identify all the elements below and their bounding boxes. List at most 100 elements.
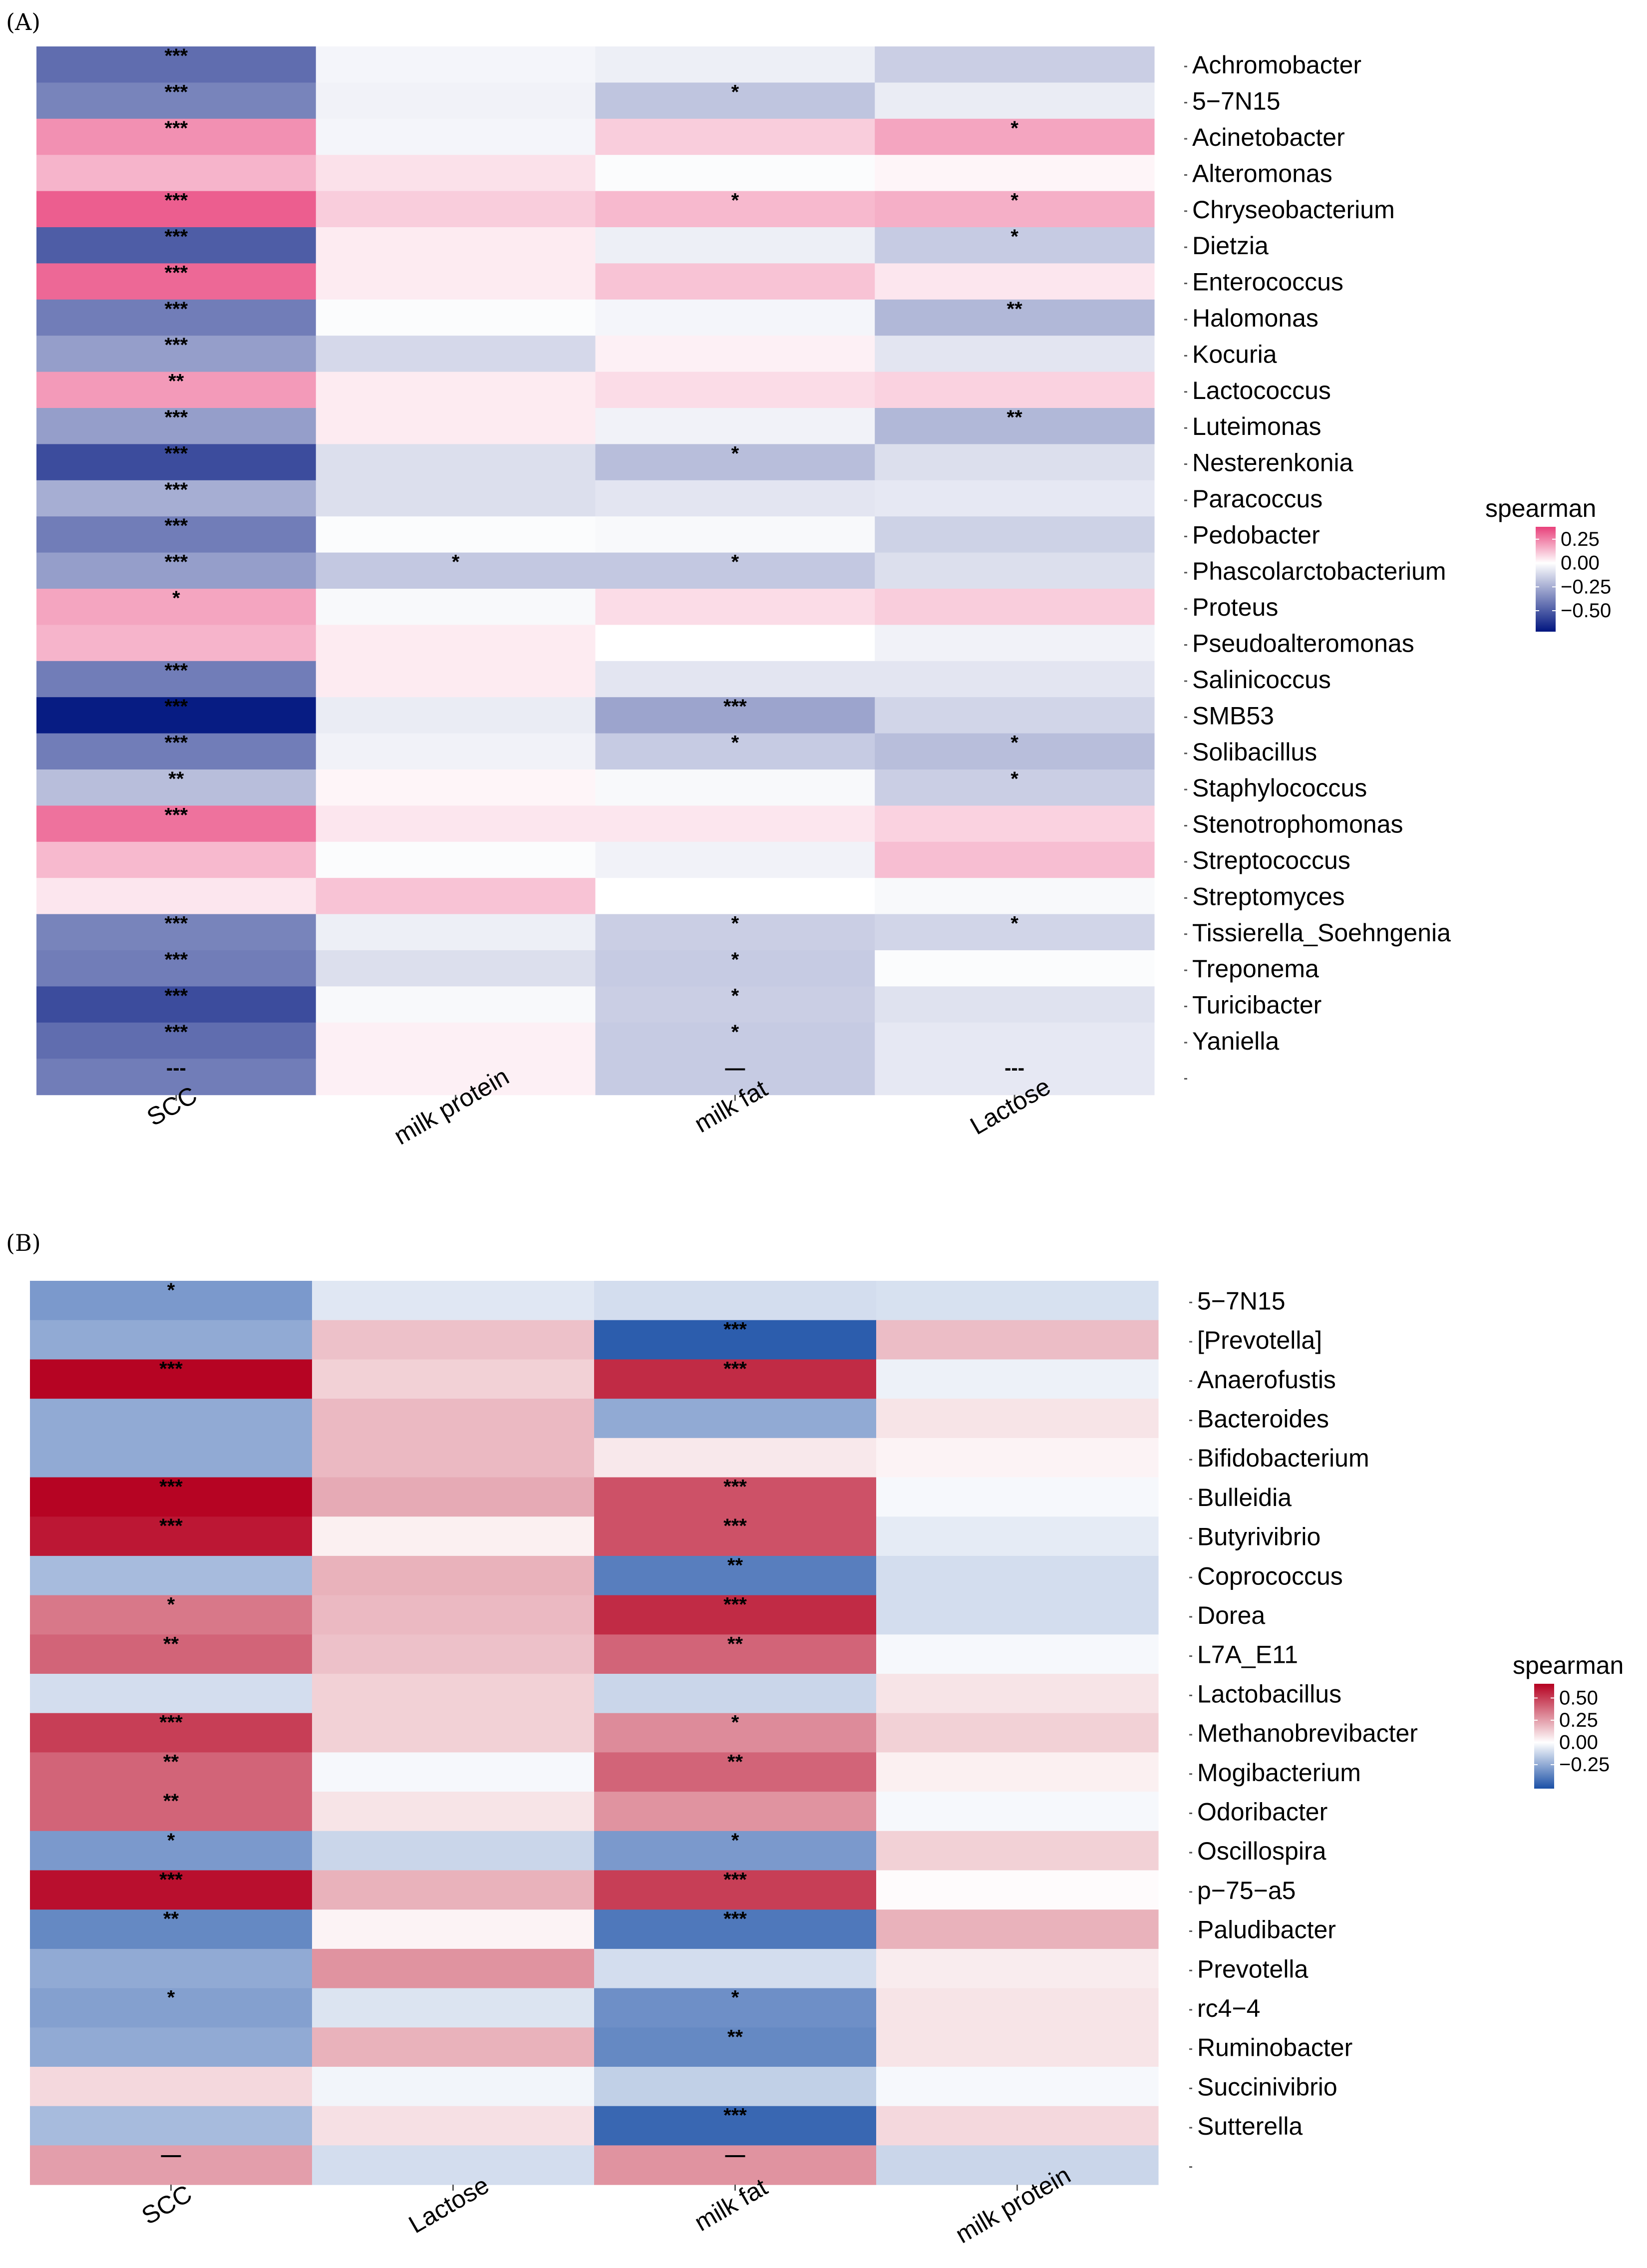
heatmap-cell bbox=[36, 444, 317, 481]
significance-mark: * bbox=[1010, 117, 1018, 139]
legend-title: spearman bbox=[1513, 1651, 1624, 1679]
row-label: Phascolarctobacterium bbox=[1192, 557, 1446, 585]
heatmap-cell bbox=[875, 878, 1155, 915]
heatmap-cell bbox=[36, 878, 317, 915]
heatmap-cell bbox=[312, 1281, 595, 1321]
heatmap-cell bbox=[595, 625, 875, 662]
heatmap-cell bbox=[875, 516, 1155, 553]
significance-mark: * bbox=[452, 551, 460, 573]
row-label: Solibacillus bbox=[1192, 738, 1317, 766]
heatmap-cell bbox=[594, 1438, 877, 1478]
heatmap-cell bbox=[36, 227, 317, 264]
significance-mark: *** bbox=[165, 515, 188, 537]
heatmap-cell bbox=[875, 155, 1155, 192]
heatmap-cell bbox=[30, 1595, 313, 1635]
heatmap-cell bbox=[876, 1988, 1159, 2028]
row-label: 5−7N15 bbox=[1192, 87, 1281, 115]
significance-mark: --- bbox=[1004, 1057, 1024, 1079]
heatmap-cell bbox=[595, 1059, 875, 1096]
heatmap-cell bbox=[312, 1516, 595, 1556]
heatmap-cell bbox=[876, 1948, 1159, 1989]
row-label: Acinetobacter bbox=[1192, 123, 1345, 151]
legend-tick-label: 0.50 bbox=[1559, 1687, 1598, 1709]
significance-mark: * bbox=[731, 442, 739, 464]
heatmap-cell bbox=[30, 1281, 313, 1321]
heatmap-cell bbox=[30, 1555, 313, 1596]
heatmap-cell bbox=[594, 1634, 877, 1674]
significance-mark: ** bbox=[168, 371, 184, 392]
row-label: Achromobacter bbox=[1192, 51, 1361, 79]
heatmap-cell bbox=[876, 1320, 1159, 1360]
heatmap-cell bbox=[594, 1359, 877, 1399]
heatmap-cell bbox=[316, 118, 596, 155]
heatmap-cell bbox=[595, 950, 875, 987]
heatmap-cell bbox=[316, 950, 596, 987]
row-label: Turicibacter bbox=[1192, 991, 1321, 1019]
significance-mark: *** bbox=[165, 804, 188, 826]
heatmap-cell bbox=[594, 2067, 877, 2107]
significance-mark: ** bbox=[163, 1908, 179, 1930]
significance-mark: *** bbox=[165, 479, 188, 501]
heatmap-cell bbox=[316, 82, 596, 119]
heatmap-cell bbox=[875, 82, 1155, 119]
heatmap-cell bbox=[36, 552, 317, 589]
heatmap-cell bbox=[595, 82, 875, 119]
heatmap-cell bbox=[595, 444, 875, 481]
legend-colorbar bbox=[1536, 527, 1556, 632]
significance-mark: *** bbox=[723, 2105, 747, 2127]
heatmap-cell bbox=[594, 1792, 877, 1832]
heatmap-cell bbox=[316, 986, 596, 1023]
heatmap-cell bbox=[316, 444, 596, 481]
heatmap-cell bbox=[875, 1059, 1155, 1096]
heatmap-cell bbox=[30, 1948, 313, 1989]
row-label: Bifidobacterium bbox=[1197, 1444, 1369, 1472]
heatmap-cell bbox=[312, 1831, 595, 1871]
heatmap-cell bbox=[312, 2027, 595, 2067]
row-label: Treponema bbox=[1192, 955, 1319, 983]
heatmap-cell bbox=[30, 1399, 313, 1439]
heatmap-cell bbox=[594, 1870, 877, 1910]
significance-mark: *** bbox=[165, 949, 188, 971]
heatmap-cell bbox=[312, 1674, 595, 1714]
heatmap-cell bbox=[595, 697, 875, 734]
heatmap-cell bbox=[316, 589, 596, 625]
significance-mark: *** bbox=[165, 190, 188, 212]
heatmap-cell bbox=[595, 1022, 875, 1059]
significance-mark: *** bbox=[165, 45, 188, 67]
heatmap-cell bbox=[312, 1477, 595, 1517]
heatmap-cell bbox=[876, 2145, 1159, 2185]
significance-mark: * bbox=[731, 551, 739, 573]
heatmap-cell bbox=[30, 1713, 313, 1753]
heatmap-cell bbox=[595, 516, 875, 553]
row-label: Paludibacter bbox=[1197, 1916, 1336, 1944]
heatmap-cell bbox=[36, 950, 317, 987]
legend-tick-label: 0.00 bbox=[1561, 552, 1600, 574]
heatmap-cell bbox=[876, 1674, 1159, 1714]
heatmap-cell bbox=[595, 46, 875, 83]
heatmap-cell bbox=[316, 914, 596, 951]
row-label: Proteus bbox=[1192, 593, 1278, 621]
heatmap-cell bbox=[30, 1870, 313, 1910]
heatmap-cell bbox=[316, 227, 596, 264]
row-label: Halomonas bbox=[1192, 304, 1318, 332]
heatmap-cell bbox=[594, 2106, 877, 2146]
heatmap-cell bbox=[316, 552, 596, 589]
row-label: SMB53 bbox=[1192, 702, 1274, 730]
heatmap-cell bbox=[595, 986, 875, 1023]
row-label: Methanobrevibacter bbox=[1197, 1719, 1418, 1747]
heatmap-cell bbox=[594, 1281, 877, 1321]
legend-tick-label: −0.25 bbox=[1559, 1754, 1610, 1776]
row-label: Chryseobacterium bbox=[1192, 196, 1395, 224]
heatmap-cell bbox=[316, 336, 596, 373]
heatmap-cell bbox=[316, 155, 596, 192]
heatmap-cell bbox=[312, 1948, 595, 1989]
heatmap-panel-b: (B)* 5−7N15*** [Prevotella]*** *** Anaerofus… bbox=[6, 1229, 1624, 2249]
heatmap-cell bbox=[876, 1359, 1159, 1399]
heatmap-cell bbox=[316, 516, 596, 553]
heatmap-cell bbox=[312, 1988, 595, 2028]
heatmap-cell bbox=[36, 1059, 317, 1096]
significance-mark: *** bbox=[165, 81, 188, 103]
significance-mark: *** bbox=[159, 1476, 183, 1498]
heatmap-cell bbox=[594, 1909, 877, 1949]
